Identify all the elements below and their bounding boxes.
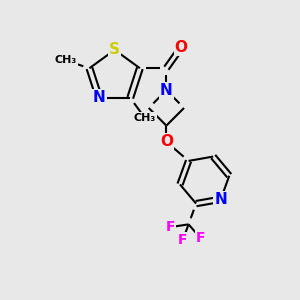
Text: N: N: [160, 83, 173, 98]
Text: CH₃: CH₃: [134, 113, 156, 123]
Text: N: N: [214, 192, 227, 207]
Text: CH₃: CH₃: [55, 56, 77, 65]
Text: S: S: [109, 42, 120, 57]
Text: F: F: [196, 231, 206, 245]
Text: F: F: [178, 232, 188, 247]
Text: O: O: [175, 40, 188, 55]
Text: F: F: [166, 220, 175, 234]
Text: N: N: [93, 90, 106, 105]
Text: O: O: [160, 134, 173, 149]
